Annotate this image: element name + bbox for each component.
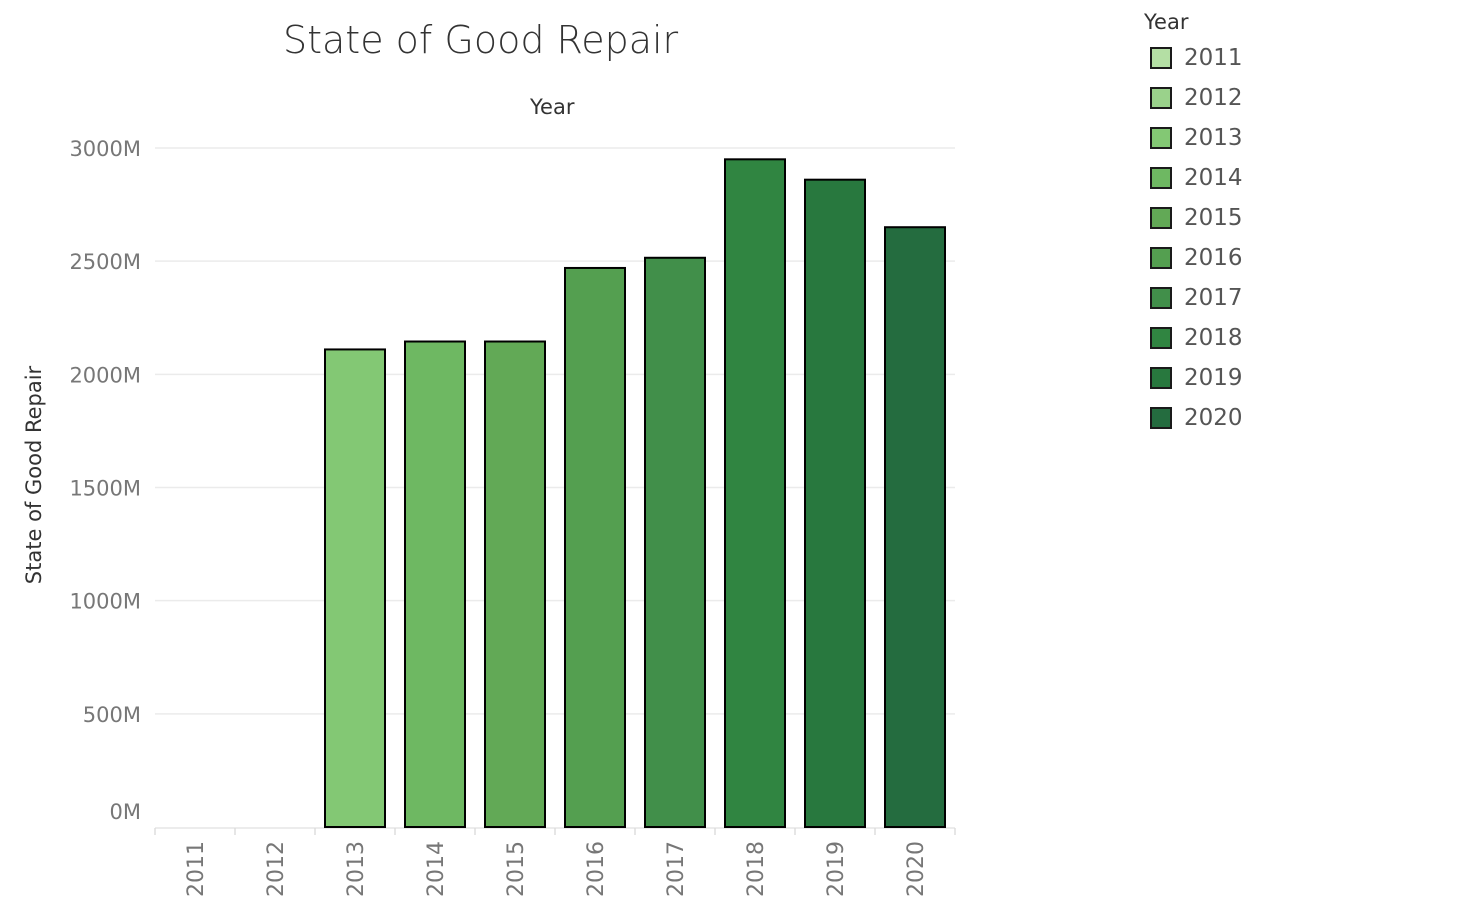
legend-label: 2014 [1184, 165, 1243, 191]
column-header: Year [530, 95, 575, 119]
x-tick-label: 2019 [824, 841, 849, 897]
legend-swatch [1150, 207, 1172, 229]
legend-item[interactable]: 2014 [1144, 158, 1243, 198]
y-tick-label: 0M [110, 800, 141, 824]
x-tick-label: 2016 [584, 841, 609, 897]
bars [324, 158, 946, 829]
legend: Year 2011 2012 2013 2014 2015 2016 2017 2018 201… [1144, 10, 1243, 438]
x-tick-label: 2013 [344, 841, 369, 897]
y-tick-label: 1500M [69, 477, 141, 501]
x-tick-label: 2015 [504, 841, 529, 897]
bar-2018 [724, 158, 786, 829]
legend-swatch [1150, 367, 1172, 389]
legend-label: 2012 [1184, 85, 1243, 111]
y-tick-label: 3000M [69, 137, 141, 161]
legend-item[interactable]: 2019 [1144, 358, 1243, 398]
legend-label: 2016 [1184, 245, 1243, 271]
bar-2020 [884, 226, 946, 828]
y-axis-ticks: 0M 500M 1000M 1500M 2000M 2500M 3000M [69, 137, 141, 824]
legend-swatch [1150, 247, 1172, 269]
y-tick-label: 2000M [69, 363, 141, 387]
x-tick-label: 2020 [904, 841, 929, 897]
legend-swatch [1150, 87, 1172, 109]
legend-item[interactable]: 2016 [1144, 238, 1243, 278]
legend-item[interactable]: 2020 [1144, 398, 1243, 438]
legend-item[interactable]: 2018 [1144, 318, 1243, 358]
x-tick-label: 2018 [744, 841, 769, 897]
chart-title: State of Good Repair [283, 18, 679, 62]
legend-label: 2015 [1184, 205, 1243, 231]
legend-title: Year [1144, 10, 1189, 34]
bar-2013 [324, 348, 386, 828]
legend-item[interactable]: 2017 [1144, 278, 1243, 318]
legend-items: 2011 2012 2013 2014 2015 2016 2017 2018 2019 2020 [1144, 38, 1243, 438]
y-tick-label: 2500M [69, 250, 141, 274]
bar-2015 [484, 340, 546, 828]
x-tick-label: 2011 [184, 841, 209, 897]
x-tick-label: 2017 [664, 841, 689, 897]
x-tick-label: 2014 [424, 841, 449, 897]
legend-label: 2020 [1184, 405, 1243, 431]
legend-label: 2017 [1184, 285, 1243, 311]
legend-label: 2011 [1184, 45, 1243, 71]
legend-swatch [1150, 407, 1172, 429]
legend-item[interactable]: 2011 [1144, 38, 1243, 78]
x-axis-ticks: 2011 2012 2013 2014 2015 2016 2017 2018 2019 2020 [184, 841, 929, 897]
y-tick-label: 500M [83, 703, 141, 727]
legend-item[interactable]: 2012 [1144, 78, 1243, 118]
bar-2017 [644, 256, 706, 828]
legend-item[interactable]: 2013 [1144, 118, 1243, 158]
legend-swatch [1150, 327, 1172, 349]
bar-2019 [804, 178, 866, 829]
legend-item[interactable]: 2015 [1144, 198, 1243, 238]
bar-2014 [404, 340, 466, 828]
x-tick-label: 2012 [264, 841, 289, 897]
y-tick-label: 1000M [69, 590, 141, 614]
legend-label: 2019 [1184, 365, 1243, 391]
legend-swatch [1150, 47, 1172, 69]
legend-swatch [1150, 167, 1172, 189]
legend-label: 2013 [1184, 125, 1243, 151]
bar-2016 [564, 266, 626, 828]
legend-label: 2018 [1184, 325, 1243, 351]
legend-swatch [1150, 287, 1172, 309]
legend-swatch [1150, 127, 1172, 149]
